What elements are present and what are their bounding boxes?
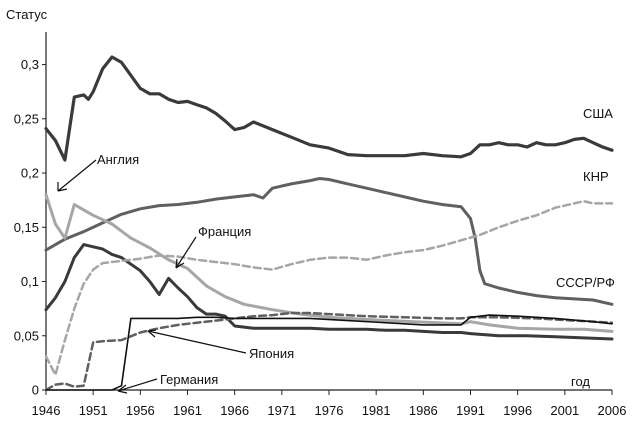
label-japan: Япония <box>249 346 294 361</box>
germany-arrowhead <box>117 384 128 394</box>
x-tick-label: 1961 <box>173 403 202 418</box>
x-tick-label: 1956 <box>126 403 155 418</box>
series-line-1 <box>44 177 614 306</box>
tick-labels: 0 0,05 0,1 0,15 0,2 0,25 0,3 1946 1951 1956 1961 19… <box>14 57 627 418</box>
france-leader-line <box>175 236 197 269</box>
y-tick-label: 0,05 <box>14 328 39 343</box>
tick-marks <box>42 64 613 395</box>
x-tick-label: 1986 <box>409 403 438 418</box>
france-arrowhead <box>175 258 185 269</box>
x-tick-label: 1971 <box>267 403 296 418</box>
y-tick-label: 0,1 <box>21 274 39 289</box>
label-china: КНР <box>583 169 609 184</box>
england-leader-line <box>57 159 97 192</box>
x-tick-label: 1981 <box>362 403 391 418</box>
label-france: Франция <box>198 224 251 239</box>
series-line-6 <box>45 314 613 391</box>
x-tick-label: 1946 <box>32 403 61 418</box>
series-line-3 <box>44 193 614 333</box>
label-usa: США <box>583 106 613 121</box>
x-tick-label: 1996 <box>503 403 532 418</box>
y-tick-label: 0,25 <box>14 111 39 126</box>
label-germany: Германия <box>160 372 218 387</box>
x-axis-label: год <box>571 374 590 389</box>
x-tick-label: 1991 <box>456 403 485 418</box>
label-leader-lines <box>57 159 247 394</box>
series-line-0 <box>44 55 614 162</box>
x-tick-label: 2006 <box>598 403 627 418</box>
y-tick-label: 0,2 <box>21 166 39 181</box>
series-line-4 <box>44 199 614 377</box>
series-line-2 <box>44 243 614 341</box>
y-axis-label: Статус <box>6 7 48 22</box>
y-tick-label: 0,15 <box>14 220 39 235</box>
series-lines <box>44 55 614 392</box>
x-tick-label: 1951 <box>79 403 108 418</box>
japan-arrowhead <box>147 329 157 338</box>
y-tick-label: 0 <box>32 383 39 398</box>
y-tick-label: 0,3 <box>21 57 39 72</box>
x-tick-label: 2001 <box>550 403 579 418</box>
japan-leader-line <box>147 330 247 354</box>
label-ussr: СССР/РФ <box>556 275 615 290</box>
label-england: Англия <box>97 152 139 167</box>
x-tick-label: 1966 <box>220 403 249 418</box>
germany-leader-line <box>117 378 158 392</box>
england-arrowhead <box>57 182 68 192</box>
x-tick-label: 1976 <box>315 403 344 418</box>
series-line-5 <box>44 311 614 392</box>
